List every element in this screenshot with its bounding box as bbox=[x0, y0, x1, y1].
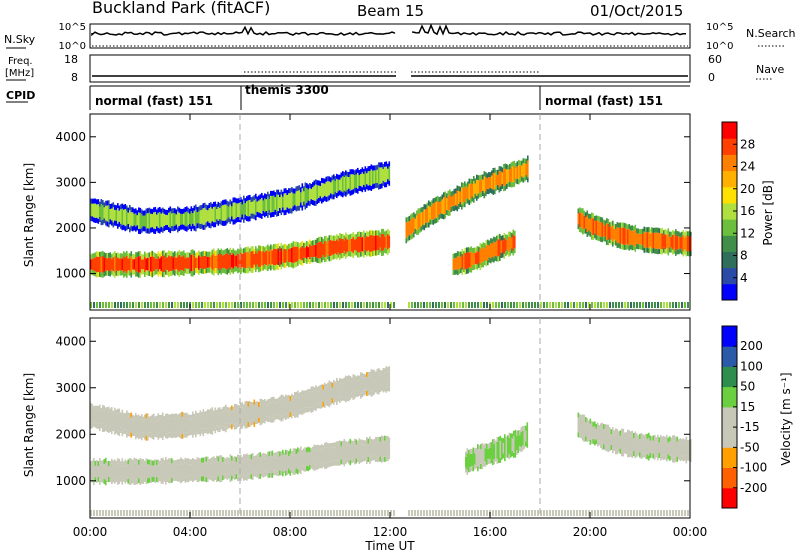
power-colorbar-tick-label: 8 bbox=[740, 249, 748, 263]
time-tick-label: 12:00 bbox=[373, 525, 408, 539]
power-colorbar-segment bbox=[722, 138, 737, 155]
velocity-colorbar-tick-label: 200 bbox=[740, 339, 763, 353]
power-colorbar-segment bbox=[722, 283, 737, 301]
velocity-echo-band-3 bbox=[465, 422, 529, 475]
time-tick-label: 20:00 bbox=[573, 525, 608, 539]
nsky-tick-bottom-left: 10^0 bbox=[59, 41, 86, 52]
velocity-ytick-label: 4000 bbox=[55, 334, 86, 348]
power-echo-band-5 bbox=[577, 207, 692, 257]
power-colorbar-tick-label: 24 bbox=[740, 160, 755, 174]
velocity-colorbar-segment bbox=[722, 346, 737, 367]
power-colorbar-tick-label: 28 bbox=[740, 137, 755, 151]
velocity-colorbar-tick-label: -15 bbox=[740, 420, 760, 434]
velocity-colorbar-tick-label: 50 bbox=[740, 380, 755, 394]
velocity-colorbar-label: Velocity [m s⁻¹] bbox=[779, 372, 793, 465]
nsky-tick-top-left: 10^5 bbox=[59, 22, 86, 33]
velocity-colorbar-segment bbox=[722, 427, 737, 448]
velocity-colorbar-segment bbox=[722, 487, 737, 509]
axis-ticks: 1000 2000 3000 4000 1000 2000 3000 4000 00:00 04:… bbox=[55, 114, 707, 539]
cpid-segment-1: normal (fast) 151 bbox=[95, 94, 213, 108]
power-ylabel: Slant Range [km] bbox=[22, 163, 36, 267]
velocity-echo-band-4 bbox=[577, 412, 692, 464]
velocity-colorbar-tick-label: -50 bbox=[740, 440, 760, 454]
power-ytick-label: 1000 bbox=[55, 267, 86, 281]
velocity-colorbar-segment bbox=[722, 366, 737, 388]
power-colorbar-segment bbox=[722, 122, 737, 139]
freq-label-line2: [MHz] bbox=[5, 68, 34, 79]
beam-number: 15 bbox=[405, 2, 424, 20]
date-label: 01/Oct/2015 bbox=[590, 2, 683, 20]
nsky-trace bbox=[91, 23, 687, 37]
velocity-colorbar-frame bbox=[721, 325, 738, 509]
cpid-segment-2: themis 3300 bbox=[245, 83, 329, 97]
power-ytick-label: 4000 bbox=[55, 130, 86, 144]
nsky-tick-top-right: 10^5 bbox=[706, 22, 733, 33]
nave-tick-bottom-right: 0 bbox=[708, 71, 715, 84]
station-title: Buckland Park (fitACF) bbox=[92, 0, 270, 17]
power-echo-bands bbox=[90, 155, 692, 278]
velocity-echo-band-1 bbox=[90, 435, 391, 486]
nsky-panel bbox=[89, 23, 691, 49]
time-tick-label: 08:00 bbox=[273, 525, 308, 539]
colorbars: 28 24 20 16 12 8 4 200 100 50 15 -15 -50 -100 -200 bbox=[721, 121, 767, 509]
velocity-colorbar-segment bbox=[722, 326, 737, 347]
power-colorbar-segment bbox=[722, 267, 737, 285]
power-ytick-label: 3000 bbox=[55, 175, 86, 189]
power-colorbar-segment bbox=[722, 219, 737, 236]
velocity-ytick-label: 2000 bbox=[55, 427, 86, 441]
time-axis-label: Time UT bbox=[364, 539, 415, 553]
velocity-colorbar-segment bbox=[722, 447, 737, 468]
power-echo-band-3 bbox=[405, 155, 529, 244]
velocity-ytick-label: 3000 bbox=[55, 381, 86, 395]
velocity-echo-band-2 bbox=[90, 366, 391, 441]
power-colorbar-segment bbox=[722, 251, 737, 269]
nave-label: Nave bbox=[756, 63, 784, 76]
cpid-label: CPID bbox=[6, 89, 35, 102]
time-tick-label: 16:00 bbox=[473, 525, 508, 539]
time-tick-label: 00:00 bbox=[73, 525, 108, 539]
freq-panel bbox=[89, 54, 691, 83]
power-echo-band-1 bbox=[90, 228, 391, 278]
time-tick-label: 00:00 bbox=[673, 525, 708, 539]
velocity-colorbar-tick-label: -200 bbox=[740, 481, 767, 495]
power-colorbar-tick-label: 4 bbox=[740, 271, 748, 285]
power-ytick-label: 2000 bbox=[55, 221, 86, 235]
power-echo-band-2 bbox=[90, 161, 391, 235]
power-colorbar-tick-label: 16 bbox=[740, 204, 755, 218]
power-colorbar-segment bbox=[722, 170, 737, 188]
velocity-echo-bands bbox=[90, 366, 692, 486]
power-panel bbox=[89, 113, 692, 311]
velocity-colorbar-segment bbox=[722, 406, 737, 428]
nsky-tick-bottom-right: 10^0 bbox=[706, 41, 733, 52]
velocity-ylabel: Slant Range [km] bbox=[22, 373, 36, 477]
power-near-range-echoes bbox=[90, 302, 689, 308]
freq-tick-bottom-left: 8 bbox=[71, 71, 78, 84]
velocity-colorbar-segment bbox=[722, 386, 737, 408]
nave-tick-top-right: 60 bbox=[708, 53, 722, 66]
power-colorbar-tick-label: 12 bbox=[740, 226, 755, 240]
nsky-label: N.Sky bbox=[4, 33, 36, 46]
power-echo-band-4 bbox=[452, 229, 516, 276]
time-tick-label: 04:00 bbox=[173, 525, 208, 539]
power-colorbar-segment bbox=[722, 202, 737, 220]
power-colorbar-tick-label: 20 bbox=[740, 182, 755, 196]
cpid-segment-3: normal (fast) 151 bbox=[545, 94, 663, 108]
velocity-colorbar-segment bbox=[722, 467, 737, 489]
freq-label-line1: Freq. bbox=[8, 56, 33, 67]
power-colorbar-segment bbox=[722, 154, 737, 172]
freq-tick-top-left: 18 bbox=[64, 53, 78, 66]
velocity-colorbar-tick-label: 15 bbox=[740, 400, 755, 414]
beam-label: Beam bbox=[357, 2, 400, 20]
velocity-ytick-label: 1000 bbox=[55, 474, 86, 488]
power-colorbar-segment bbox=[722, 235, 737, 252]
velocity-near-range-echoes bbox=[90, 510, 689, 516]
power-colorbar-label: Power [dB] bbox=[761, 180, 775, 245]
velocity-colorbar-tick-label: -100 bbox=[740, 461, 767, 475]
power-colorbar-segment bbox=[722, 186, 737, 204]
nsearch-label: N.Search bbox=[746, 27, 796, 40]
velocity-panel bbox=[89, 317, 692, 519]
velocity-colorbar-tick-label: 100 bbox=[740, 359, 763, 373]
